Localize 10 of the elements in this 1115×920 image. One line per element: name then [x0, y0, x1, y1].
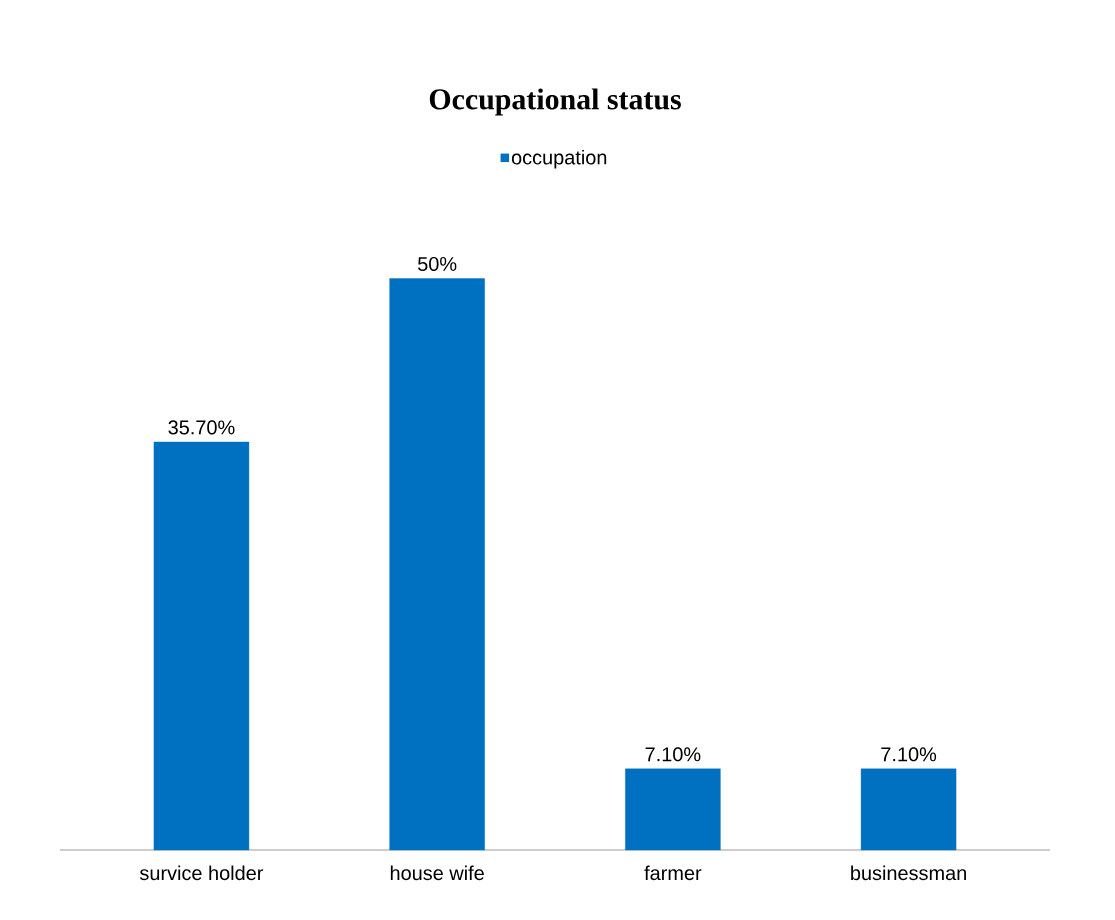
data-label: 50%	[418, 256, 457, 272]
data-label: 7.10%	[881, 747, 937, 762]
legend-label: occupation	[511, 149, 607, 169]
data-label: 7.10%	[645, 747, 701, 762]
x-tick-label: farmer	[644, 865, 702, 881]
x-tick-label: house wife	[390, 865, 484, 881]
chart-title: Occupational status	[429, 88, 681, 116]
x-tick-label: survice holder	[139, 865, 264, 881]
x-tick-label: businessman	[851, 865, 966, 881]
data-label: 35.70%	[168, 420, 235, 435]
